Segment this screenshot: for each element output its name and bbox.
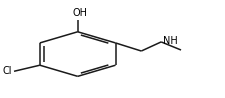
Text: NH: NH (162, 36, 177, 46)
Text: Cl: Cl (2, 66, 12, 76)
Text: OH: OH (72, 8, 87, 18)
